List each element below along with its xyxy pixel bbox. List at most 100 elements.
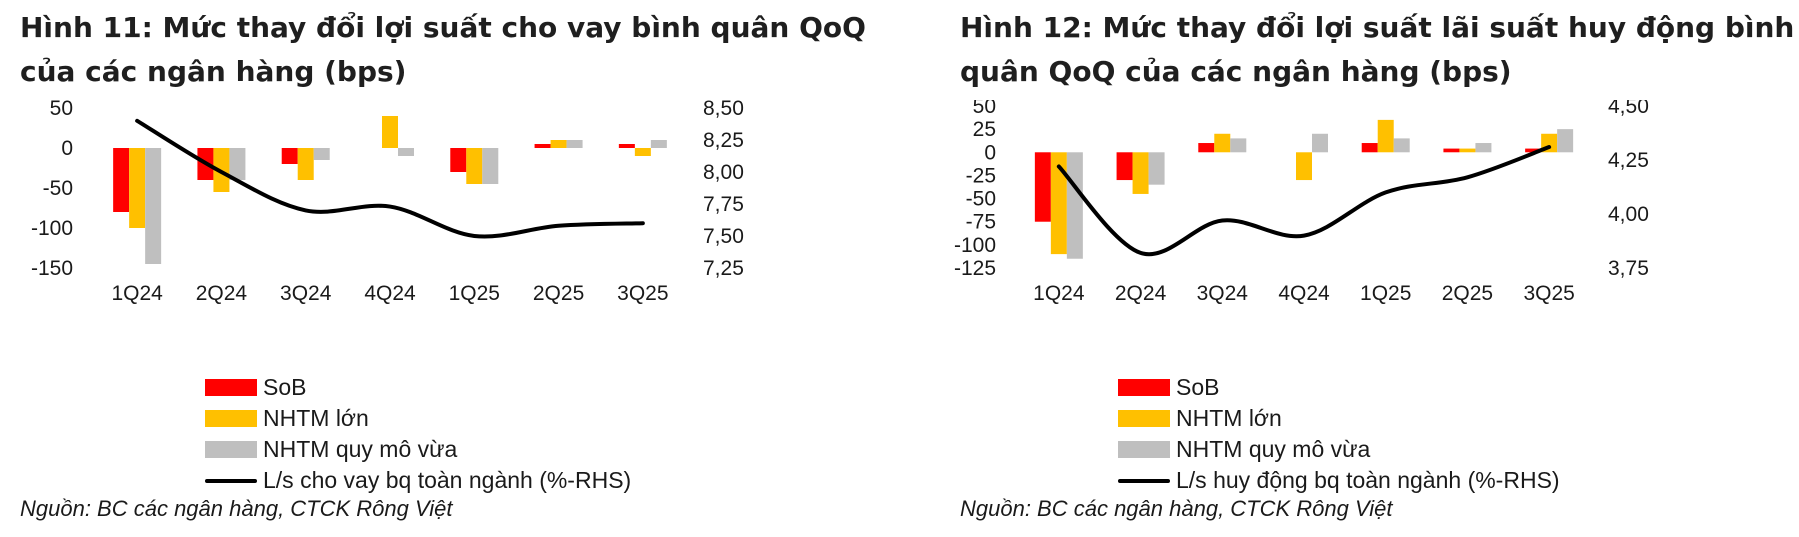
legend-item-line: L/s cho vay bq toàn ngành (%-RHS) <box>205 465 631 496</box>
bar-mid <box>1557 129 1574 153</box>
bar-mid <box>650 140 667 148</box>
bar-sob <box>113 148 130 212</box>
bar-large <box>1214 133 1231 153</box>
bar-mid <box>229 148 246 180</box>
legend-item-mid: NHTM quy mô vừa <box>205 434 631 465</box>
bar-sob <box>450 148 467 172</box>
bar-mid <box>566 140 583 148</box>
bar-sob <box>534 144 551 148</box>
y-tick-label: -25 <box>966 164 996 187</box>
y-tick-label: 0 <box>984 141 996 164</box>
bar-large <box>1050 152 1067 255</box>
x-tick-label: 4Q24 <box>364 282 416 305</box>
y-tick-label: 50 <box>973 100 996 118</box>
source-note: Nguồn: BC các ngân hàng, CTCK Rông Việt <box>20 496 453 521</box>
y2-tick-label: 3,75 <box>1608 257 1649 280</box>
legend: SoB NHTM lớn NHTM quy mô vừa L/s huy độn… <box>1118 372 1560 496</box>
legend-swatch-large <box>205 410 257 427</box>
x-tick-label: 3Q25 <box>617 282 668 305</box>
bar-large <box>129 148 146 228</box>
y-tick-label: -125 <box>954 257 996 280</box>
line-series <box>135 118 645 239</box>
x-tick-label: 2Q24 <box>196 282 248 305</box>
chart-panel-12: Hình 12: Mức thay đổi lợi suất lãi suất … <box>940 0 1799 537</box>
bar-mid <box>1475 143 1492 153</box>
bar-mid <box>1230 138 1247 153</box>
legend-swatch-line <box>1118 478 1170 483</box>
x-tick-label: 3Q25 <box>1523 282 1574 305</box>
y-tick-label: -75 <box>966 211 996 234</box>
y-tick-label: -150 <box>31 257 73 280</box>
bar-sob <box>1034 152 1051 222</box>
bar-mid <box>1393 138 1410 153</box>
legend-swatch-mid <box>1118 441 1170 458</box>
chart-title: Hình 12: Mức thay đổi lợi suất lãi suất … <box>960 11 1795 88</box>
x-tick-label: 2Q25 <box>1442 282 1493 305</box>
x-tick-label: 3Q24 <box>1197 282 1249 305</box>
y2-tick-label: 4,00 <box>1608 203 1649 226</box>
legend-swatch-line <box>205 478 257 483</box>
bar-sob <box>1361 143 1378 153</box>
legend-label-mid: NHTM quy mô vừa <box>263 436 458 462</box>
bar-sob <box>618 144 635 148</box>
legend-item-mid: NHTM quy mô vừa <box>1118 434 1560 465</box>
legend-item-large: NHTM lớn <box>1118 403 1560 434</box>
legend-label-mid: NHTM quy mô vừa <box>1176 436 1371 462</box>
y2-tick-label: 8,25 <box>703 129 744 152</box>
bar-sob <box>1525 148 1542 153</box>
bar-large <box>466 148 483 184</box>
legend-item-sob: SoB <box>205 372 631 403</box>
legend-label-sob: SoB <box>1176 374 1220 400</box>
y2-tick-label: 4,25 <box>1608 149 1649 172</box>
chart-11: 50 0 -50 -100 -150 8,50 8,25 8,00 7,75 7,50 7,25 1Q… <box>31 100 744 305</box>
legend-swatch-large <box>1118 410 1170 427</box>
bar-sob <box>1443 148 1460 153</box>
legend-swatch-sob <box>1118 379 1170 396</box>
source-note: Nguồn: BC các ngân hàng, CTCK Rông Việt <box>960 496 1393 521</box>
y-tick-label: -50 <box>966 188 996 211</box>
legend-swatch-sob <box>205 379 257 396</box>
y2-tick-label: 7,25 <box>703 257 744 280</box>
bar-large <box>634 148 651 156</box>
bar-mid <box>313 148 330 160</box>
bar-large <box>1377 119 1394 153</box>
bar-large <box>382 116 398 148</box>
bar-mid <box>1148 152 1165 185</box>
x-tick-label: 1Q25 <box>1360 282 1411 305</box>
x-tick-label: 3Q24 <box>280 282 332 305</box>
y2-tick-label: 8,00 <box>703 161 744 184</box>
x-tick-label: 1Q24 <box>1033 282 1085 305</box>
bar-sob <box>281 148 298 164</box>
y2-tick-label: 4,50 <box>1608 100 1649 118</box>
bar-sob <box>1116 152 1133 181</box>
bar-large <box>1296 152 1312 181</box>
legend-label-line: L/s cho vay bq toàn ngành (%-RHS) <box>263 467 632 493</box>
y-tick-label: -50 <box>43 177 73 200</box>
y-tick-label: -100 <box>954 234 996 257</box>
y-tick-label: 25 <box>973 118 996 141</box>
y-tick-label: -100 <box>31 217 73 240</box>
legend-swatch-mid <box>205 441 257 458</box>
bar-large <box>1132 152 1149 194</box>
bar-mid <box>398 148 414 156</box>
legend-item-sob: SoB <box>1118 372 1560 403</box>
line-series <box>1056 145 1552 257</box>
bar-large <box>550 140 567 148</box>
x-tick-label: 2Q24 <box>1115 282 1167 305</box>
y2-tick-label: 7,50 <box>703 225 744 248</box>
legend-item-line: L/s huy động bq toàn ngành (%-RHS) <box>1118 465 1560 496</box>
y-tick-label: 50 <box>50 100 73 120</box>
legend-item-large: NHTM lớn <box>205 403 631 434</box>
legend: SoB NHTM lớn NHTM quy mô vừa L/s cho vay… <box>205 372 631 496</box>
bar-mid <box>1066 152 1083 259</box>
x-tick-label: 1Q25 <box>449 282 500 305</box>
legend-label-large: NHTM lớn <box>263 405 369 431</box>
bar-mid <box>145 148 162 264</box>
bar-large <box>1459 148 1476 153</box>
legend-label-line: L/s huy động bq toàn ngành (%-RHS) <box>1176 467 1560 493</box>
x-tick-label: 2Q25 <box>533 282 584 305</box>
x-tick-label: 4Q24 <box>1278 282 1330 305</box>
y2-tick-label: 8,50 <box>703 100 744 120</box>
legend-label-large: NHTM lớn <box>1176 405 1282 431</box>
